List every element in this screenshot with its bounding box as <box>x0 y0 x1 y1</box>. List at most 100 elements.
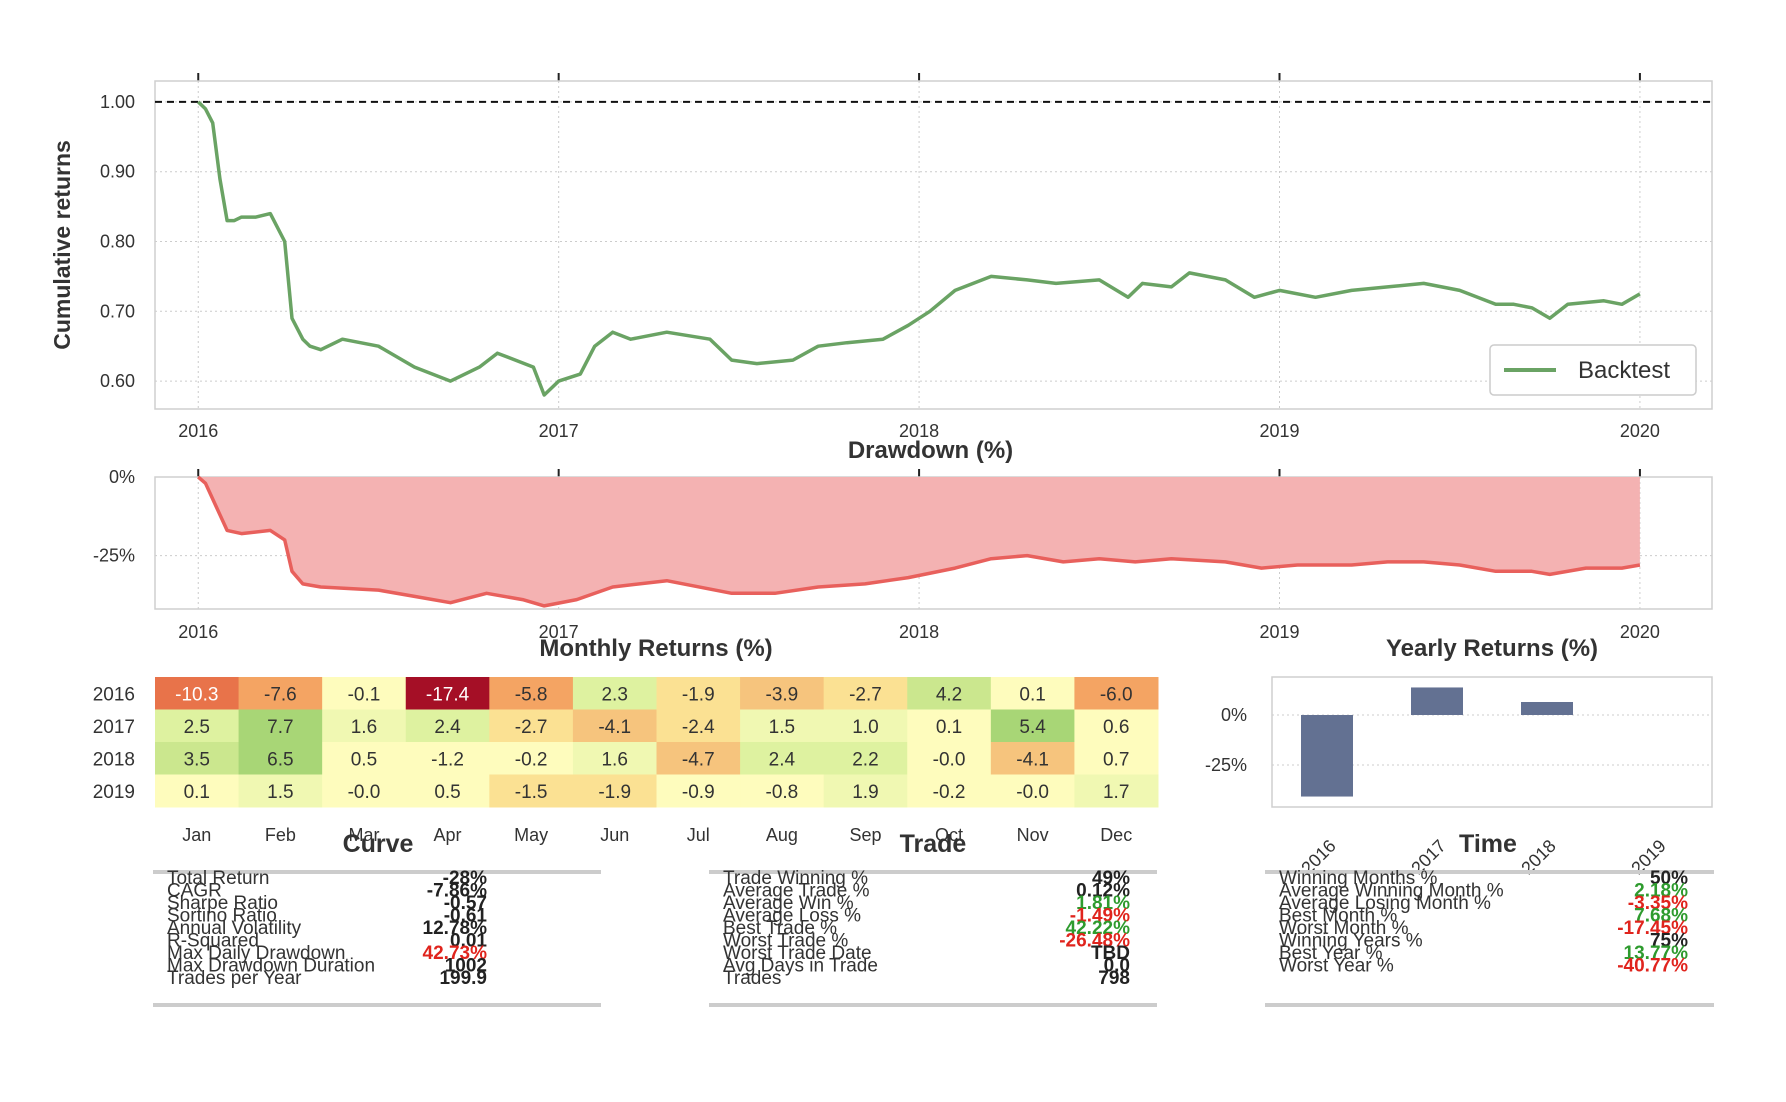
x-tick-label: 2018 <box>899 622 939 642</box>
heatmap-cell <box>572 677 657 710</box>
stat-label: Best Trade % <box>723 918 837 939</box>
stat-label: Average Loss % <box>723 906 861 927</box>
drawdown-line <box>197 475 1641 608</box>
x-tick-label: 2016 <box>178 622 218 642</box>
stat-value: 50% <box>1650 868 1688 889</box>
stat-label: Worst Year % <box>1279 956 1394 977</box>
stat-label: Average Trade % <box>723 881 870 902</box>
stat-label: Sortino Ratio <box>167 906 277 927</box>
heatmap-cell-label: -0.0 <box>933 749 966 770</box>
table-title: Trade <box>900 830 967 858</box>
stat-label: Average Losing Month % <box>1279 893 1491 914</box>
x-tick-label: 2020 <box>1620 622 1660 642</box>
heatmap-cell <box>572 774 657 808</box>
y-tick-label: -25% <box>93 546 135 566</box>
heatmap-cell <box>405 774 490 808</box>
heatmap-cell-label: 2.2 <box>852 749 878 770</box>
heatmap-cell-label: -6.0 <box>1100 684 1133 705</box>
heatmap-cell-label: 1.5 <box>267 782 293 803</box>
heatmap-cell-label: 0.5 <box>351 749 377 770</box>
heatmap-cell <box>823 774 908 808</box>
heatmap-cell-label: -0.0 <box>1016 782 1049 803</box>
stat-value: 75% <box>1650 931 1688 952</box>
heatmap-cell-label: -0.2 <box>933 782 966 803</box>
y-tick-label: 0.90 <box>100 162 135 182</box>
heatmap-cell <box>238 742 323 775</box>
heatmap-cell-label: 5.4 <box>1019 717 1046 738</box>
heatmap-cell <box>990 709 1075 743</box>
legend-box <box>1489 344 1697 396</box>
heatmap-cell <box>155 677 240 710</box>
stat-value: -40.77% <box>1617 956 1688 977</box>
heatmap-cell-label: 6.5 <box>267 749 293 770</box>
heatmap-cell-label: -1.2 <box>431 749 464 770</box>
stat-label: Worst Trade Date <box>723 943 872 964</box>
heatmap-cell-label: 1.0 <box>852 717 878 738</box>
column-label: Jan <box>182 825 211 845</box>
heatmap-cell-label: 2.4 <box>769 749 796 770</box>
heatmap-cell-label: -3.9 <box>766 684 799 705</box>
column-label: Jul <box>687 825 710 845</box>
stat-value: -0.57 <box>444 893 487 914</box>
heatmap-cell <box>322 774 407 808</box>
stat-value: 2.18% <box>1634 881 1688 902</box>
heatmap-cell-label: -2.4 <box>682 717 715 738</box>
heatmap-cell-label: -5.8 <box>515 684 548 705</box>
y-tick-label: 0.60 <box>100 371 135 391</box>
legend: Backtest <box>1489 344 1697 396</box>
heatmap-cell-label: 2.5 <box>184 717 210 738</box>
heatmap-cell <box>1074 677 1159 710</box>
column-label: Sep <box>849 825 881 845</box>
column-label: Aug <box>766 825 798 845</box>
heatmap-cell <box>823 742 908 775</box>
x-tick-label: 2019 <box>1259 421 1299 441</box>
stat-value: 1002 <box>445 956 487 977</box>
stat-label: Trade Winning % <box>723 868 868 889</box>
stat-value: 12.78% <box>423 918 488 939</box>
heatmap-cell <box>489 677 574 710</box>
heatmap-cell-label: -0.2 <box>515 749 548 770</box>
stat-label: Winning Years % <box>1279 931 1423 952</box>
heatmap-cell <box>990 677 1075 710</box>
heatmap-cell <box>907 742 992 775</box>
heatmap-cell-label: -17.4 <box>426 684 470 705</box>
heatmap-cell-label: -1.9 <box>682 684 715 705</box>
stat-value: 0.12% <box>1076 881 1130 902</box>
x-tick-label: 2017 <box>539 622 579 642</box>
stat-value: 199.9 <box>439 968 487 989</box>
heatmap-cell-label: -1.5 <box>515 782 548 803</box>
heatmap-cell-label: 7.7 <box>267 717 293 738</box>
column-label: Feb <box>265 825 296 845</box>
column-label: Nov <box>1017 825 1049 845</box>
heatmap-cell-label: 3.5 <box>184 749 210 770</box>
heatmap-cell-label: 4.2 <box>936 684 962 705</box>
heatmap-cell <box>155 709 240 743</box>
row-label: 2017 <box>93 717 135 738</box>
stat-label: CAGR <box>167 881 222 902</box>
heatmap-cell <box>238 774 323 808</box>
heatmap-cell <box>656 774 741 808</box>
heatmap-cell-label: -4.1 <box>1016 749 1049 770</box>
heatmap-cell <box>740 742 825 775</box>
heatmap-cell <box>155 742 240 775</box>
heatmap-cell-label: 2.3 <box>601 684 627 705</box>
yearly-bar <box>1411 687 1463 715</box>
heatmap-cell-label: -7.6 <box>264 684 297 705</box>
stats-table-trade: Trade Trade Winning % 49% Average Trade % 0.… <box>709 830 1157 1007</box>
heatmap-cell <box>907 774 992 808</box>
heatmap-cell <box>405 709 490 743</box>
row-label: 2018 <box>93 749 135 770</box>
legend-label: Backtest <box>1578 357 1670 384</box>
heatmap-cell-label: 0.7 <box>1103 749 1129 770</box>
heatmap-cell-label: 0.6 <box>1103 717 1129 738</box>
y-tick-label: 0.80 <box>100 232 135 252</box>
x-tick-label: 2019 <box>1259 622 1299 642</box>
heatmap-cell <box>656 677 741 710</box>
stat-value: TBD <box>1091 943 1130 964</box>
y-tick-label: 1.00 <box>100 92 135 112</box>
x-tick-label: 2016 <box>178 421 218 441</box>
stat-label: Max Daily Drawdown <box>167 943 345 964</box>
heatmap-cell <box>823 709 908 743</box>
heatmap-cell <box>740 709 825 743</box>
